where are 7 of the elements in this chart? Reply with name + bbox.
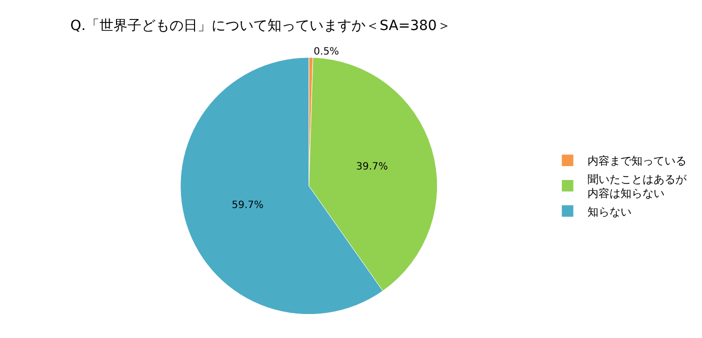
chart-title: Q.「世界子どもの日」について知っていますか＜SA=380＞: [70, 18, 451, 34]
legend-label: 内容まで知っている: [588, 154, 687, 168]
legend-label: 聞いたことはあるが内容は知らない: [588, 172, 688, 200]
data-label: 59.7%: [232, 200, 264, 211]
legend-label: 知らない: [588, 205, 632, 218]
data-label: 0.5%: [314, 46, 340, 58]
data-label: 39.7%: [356, 161, 388, 172]
